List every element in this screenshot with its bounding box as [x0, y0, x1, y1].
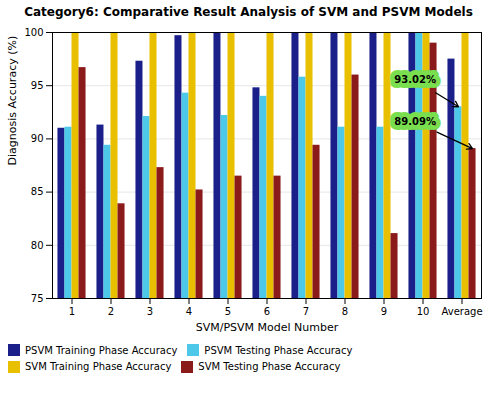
svg-text:8: 8 [342, 306, 348, 317]
svg-text:75: 75 [31, 293, 44, 304]
svg-text:Average: Average [441, 306, 482, 317]
svg-text:2: 2 [108, 306, 114, 317]
html-text:PSVM Training Phase Accuracy: PSVM Training Phase Accuracy [25, 344, 178, 356]
svg-text:9: 9 [381, 306, 387, 317]
svg-text:6: 6 [264, 306, 270, 317]
svg-text:SVM/PSVM Model Number: SVM/PSVM Model Number [196, 321, 339, 334]
svg-text:1: 1 [69, 306, 75, 317]
html-text:SVM Training Phase Accuracy: SVM Training Phase Accuracy [25, 361, 172, 373]
svg-text:95: 95 [31, 80, 44, 91]
svg-text:5: 5 [225, 306, 231, 317]
svg-text:80: 80 [31, 240, 44, 251]
svg-text:100: 100 [24, 27, 43, 38]
svg-text:3: 3 [147, 306, 153, 317]
svg-text:Diagnosis Accuracy (%): Diagnosis Accuracy (%) [6, 36, 19, 166]
html-text:PSVM Testing Phase Accuracy: PSVM Testing Phase Accuracy [204, 344, 353, 356]
svg-text:7: 7 [303, 306, 309, 317]
svg-text:89.09%: 89.09% [394, 116, 436, 127]
svg-text:10: 10 [417, 306, 430, 317]
svg-text:90: 90 [31, 133, 44, 144]
svg-text:4: 4 [186, 306, 192, 317]
html-text:Category6: Comparative Result: Category6: Comparative Result Analysis o… [24, 5, 473, 19]
svg-text:85: 85 [31, 186, 44, 197]
html-text:SVM Testing Phase Accuracy: SVM Testing Phase Accuracy [198, 361, 341, 373]
svg-text:93.02%: 93.02% [394, 74, 436, 85]
